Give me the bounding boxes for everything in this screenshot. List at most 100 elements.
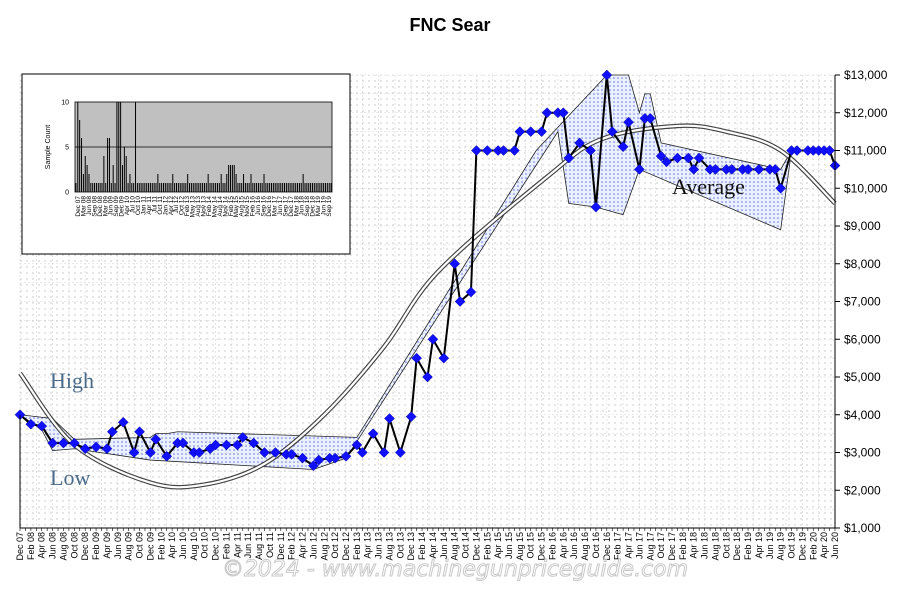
- x-tick-label: Jun 20: [830, 532, 840, 559]
- inset-x-tick-label: May 14: [211, 196, 218, 218]
- x-axis: Dec 07 Feb 08 Apr 08 Jun 08 Aug 08 Oct 08 Dec …: [15, 415, 840, 561]
- average-point: [101, 443, 113, 455]
- x-tick-label: Feb 20: [808, 532, 818, 560]
- inset-x-tick-label: Feb 15: [228, 196, 235, 217]
- average-point: [221, 439, 232, 451]
- x-tick-label: Oct 16: [591, 532, 601, 559]
- inset-x-tick-label: Nov 15: [244, 196, 251, 217]
- x-tick-label: Dec 11: [276, 532, 286, 560]
- inset-x-tick-label: Oct 12: [179, 196, 186, 216]
- inset-x-tick-label: Sep 09: [113, 196, 120, 217]
- x-tick-label: Apr 15: [493, 532, 503, 559]
- average-point: [693, 152, 705, 164]
- average-point: [356, 447, 368, 458]
- inset-x-tick-label: Mar 18: [293, 196, 300, 217]
- x-tick-label: Dec 08: [80, 532, 90, 561]
- x-tick-label: Aug 16: [580, 532, 590, 561]
- average-point: [394, 447, 406, 458]
- inset-x-tick-label: Mar 17: [271, 196, 278, 217]
- average-point: [313, 454, 325, 466]
- x-tick-label: Oct 12: [330, 532, 340, 559]
- average-point: [791, 145, 803, 156]
- x-tick-label: Oct 09: [135, 532, 145, 559]
- x-tick-label: Dec 10: [211, 532, 221, 561]
- inset-x-tick-label: Feb 14: [206, 196, 213, 217]
- inset-x-tick-label: Dec 16: [266, 196, 273, 217]
- x-tick-label: Oct 17: [656, 532, 666, 559]
- inset-x-tick-label: Jan 12: [162, 196, 169, 216]
- x-tick-label: Oct 08: [69, 532, 79, 559]
- inset-x-tick-label: Jul 12: [173, 196, 180, 214]
- x-tick-label: Feb 19: [743, 532, 753, 560]
- x-tick-label: Apr 18: [689, 532, 699, 559]
- inset-x-tick-label: Mar 08: [80, 196, 87, 217]
- average-point: [259, 447, 270, 458]
- x-tick-label: Aug 15: [515, 532, 525, 561]
- x-tick-label: Aug 19: [776, 532, 786, 561]
- average-point: [367, 428, 379, 439]
- average-point: [411, 352, 422, 364]
- x-tick-label: Aug 08: [58, 532, 68, 561]
- inset-x-tick-label: Dec 09: [119, 196, 126, 217]
- average-point: [742, 164, 754, 175]
- x-tick-label: Dec 12: [341, 532, 351, 561]
- x-tick-label: Aug 09: [124, 532, 134, 561]
- x-tick-label: Dec 17: [667, 532, 677, 561]
- x-tick-label: Apr 17: [624, 532, 634, 559]
- x-tick-label: Feb 12: [287, 532, 297, 560]
- average-series: [14, 69, 841, 472]
- average-point: [672, 152, 683, 164]
- average-point: [36, 420, 48, 432]
- x-tick-label: Jun 12: [308, 532, 318, 559]
- x-tick-label: Apr 13: [363, 532, 373, 559]
- average-point: [682, 152, 694, 164]
- x-tick-label: Dec 19: [797, 532, 807, 561]
- watermark: ©2024 - www.machinegunpriceguide.com: [222, 557, 688, 582]
- x-tick-label: Jun 13: [374, 532, 384, 559]
- inset-y-label: Sample Count: [45, 125, 52, 169]
- y-tick-label: $2,000: [844, 483, 881, 497]
- x-tick-label: Jun 17: [634, 532, 644, 559]
- average-point: [438, 352, 450, 364]
- average-point: [634, 164, 645, 175]
- average-point: [68, 437, 80, 449]
- inset-x-tick-label: Apr 11: [146, 196, 153, 215]
- y-tick-label: $12,000: [844, 106, 888, 120]
- x-tick-label: Aug 12: [319, 532, 329, 561]
- x-tick-label: Apr 19: [754, 532, 764, 559]
- inset-x-tick-label: Jun 09: [108, 196, 115, 216]
- average-point: [514, 126, 526, 137]
- average-point: [150, 433, 162, 445]
- inset-x-tick-label: Dec 17: [288, 196, 295, 217]
- inset-x-tick-label: Jun 08: [86, 196, 93, 216]
- inset-x-tick-label: Mar 09: [102, 196, 109, 217]
- inset-x-tick-label: Sep 08: [91, 196, 98, 217]
- average-point: [585, 145, 596, 156]
- inset-y-tick-label: 10: [61, 100, 69, 107]
- x-tick-label: Feb 14: [417, 532, 427, 560]
- average-point: [427, 333, 439, 345]
- x-tick-label: Jun 19: [765, 532, 775, 559]
- x-tick-label: Feb 11: [221, 532, 231, 559]
- inset-x-tick-label: Dec 08: [97, 196, 104, 217]
- x-tick-label: Feb 18: [678, 532, 688, 560]
- average-point: [107, 426, 118, 438]
- average-point: [58, 437, 69, 449]
- average-point: [525, 126, 537, 137]
- inset-x-tick-label: Jul 11: [151, 196, 158, 213]
- annotation-average: Average: [672, 174, 745, 199]
- x-tick-label: Jun 08: [48, 532, 58, 559]
- y-tick-label: $3,000: [844, 446, 881, 460]
- average-point: [775, 182, 787, 194]
- average-point: [128, 447, 140, 458]
- annotation-low: Low: [50, 465, 90, 490]
- inset-x-tick-label: Oct 11: [157, 196, 164, 215]
- x-tick-label: Jun 10: [178, 532, 188, 559]
- inset-x-tick-label: Mar 19: [315, 196, 322, 217]
- average-point: [541, 107, 553, 119]
- average-point: [623, 116, 634, 128]
- average-point: [557, 107, 569, 119]
- average-point: [688, 164, 700, 175]
- average-point: [753, 164, 765, 175]
